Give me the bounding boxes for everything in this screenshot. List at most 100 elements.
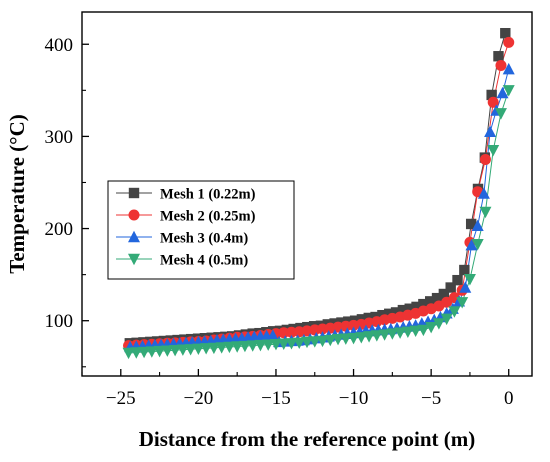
x-tick-label: −10	[339, 388, 369, 409]
data-point-mesh-4-0-5m	[293, 337, 306, 350]
y-axis: 100 200 300 400	[45, 35, 89, 368]
data-point-mesh-1-0-22m	[390, 307, 402, 318]
y-tick-label: 200	[45, 219, 74, 240]
legend-marker-mesh-1-0-22m	[128, 187, 140, 199]
legend-label-mesh-3-0-4m: Mesh 3 (0.4m)	[160, 231, 248, 247]
data-point-mesh-2-0-25m	[285, 326, 297, 338]
data-point-mesh-4-0-5m	[425, 321, 438, 334]
data-point-mesh-4-0-5m	[502, 85, 515, 97]
data-point-mesh-1-0-22m	[493, 51, 504, 62]
data-point-mesh-4-0-5m	[231, 341, 244, 353]
data-point-mesh-4-0-5m	[409, 325, 422, 338]
x-axis-title: Distance from the reference point (m)	[139, 427, 475, 451]
data-point-mesh-4-0-5m	[169, 344, 182, 357]
y-tick-label: 300	[45, 127, 74, 148]
data-point-mesh-4-0-5m	[324, 334, 337, 347]
data-point-mesh-4-0-5m	[192, 343, 205, 356]
data-point-mesh-1-0-22m	[445, 282, 456, 293]
legend-label-mesh-4-0-5m: Mesh 4 (0.5m)	[160, 253, 248, 269]
data-point-mesh-4-0-5m	[417, 324, 430, 337]
data-point-mesh-4-0-5m	[494, 108, 507, 120]
data-point-mesh-4-0-5m	[339, 333, 352, 345]
legend-label-mesh-2-0-25m: Mesh 2 (0.25m)	[160, 209, 256, 225]
data-point-mesh-4-0-5m	[254, 339, 267, 352]
data-point-mesh-4-0-5m	[440, 313, 453, 326]
x-tick-label: −25	[106, 388, 136, 409]
data-point-mesh-4-0-5m	[161, 345, 174, 357]
legend: Mesh 1 (0.22m) Mesh 2 (0.25m) Mesh 3 (0.4m…	[107, 180, 295, 280]
data-point-mesh-1-0-22m	[425, 296, 436, 307]
data-point-mesh-4-0-5m	[207, 342, 220, 355]
data-point-mesh-4-0-5m	[363, 331, 376, 343]
data-point-mesh-4-0-5m	[463, 274, 476, 286]
data-point-mesh-4-0-5m	[487, 145, 500, 157]
data-point-mesh-4-0-5m	[262, 339, 275, 351]
data-point-mesh-4-0-5m	[145, 346, 158, 358]
data-point-mesh-3-0-4m	[465, 238, 478, 251]
data-point-mesh-4-0-5m	[347, 333, 360, 345]
x-tick-label: −5	[421, 388, 441, 409]
y-tick-label: 400	[45, 35, 74, 56]
data-point-mesh-1-0-22m	[431, 292, 443, 304]
data-point-mesh-4-0-5m	[355, 332, 368, 344]
data-point-mesh-4-0-5m	[176, 344, 189, 356]
plot-frame	[81, 11, 533, 377]
data-point-mesh-1-0-22m	[438, 288, 450, 300]
x-tick-label: −15	[261, 388, 291, 409]
data-point-mesh-1-0-22m	[404, 303, 415, 314]
data-point-mesh-2-0-25m	[278, 327, 290, 339]
data-point-mesh-4-0-5m	[184, 344, 197, 356]
data-point-mesh-3-0-4m	[477, 187, 490, 199]
data-point-mesh-4-0-5m	[285, 338, 298, 350]
data-point-mesh-4-0-5m	[378, 329, 391, 341]
data-point-mesh-1-0-22m	[418, 298, 429, 310]
data-point-mesh-4-0-5m	[223, 341, 236, 354]
data-point-mesh-4-0-5m	[277, 338, 290, 350]
legend-marker-mesh-3-0-4m	[128, 230, 140, 243]
data-point-mesh-4-0-5m	[301, 336, 313, 349]
data-point-mesh-1-0-22m	[336, 317, 347, 328]
data-point-mesh-4-0-5m	[471, 239, 484, 251]
data-point-mesh-3-0-4m	[484, 125, 497, 137]
data-point-mesh-4-0-5m	[432, 318, 445, 330]
data-point-mesh-2-0-25m	[495, 59, 507, 71]
x-tick-label: 0	[504, 388, 514, 409]
data-point-mesh-4-0-5m	[332, 333, 345, 346]
legend-label-mesh-1-0-22m: Mesh 1 (0.22m)	[160, 187, 256, 203]
data-point-mesh-4-0-5m	[316, 335, 329, 348]
data-point-mesh-4-0-5m	[308, 336, 321, 348]
data-point-mesh-1-0-22m	[411, 301, 422, 313]
data-point-mesh-4-0-5m	[386, 328, 399, 340]
data-point-mesh-4-0-5m	[401, 326, 414, 338]
data-point-mesh-4-0-5m	[479, 206, 492, 219]
data-point-mesh-1-0-22m	[486, 89, 497, 101]
legend-marker-mesh-4-0-5m	[128, 253, 140, 266]
data-point-mesh-3-0-4m	[471, 219, 484, 231]
data-point-mesh-1-0-22m	[397, 304, 409, 316]
data-point-mesh-4-0-5m	[215, 342, 228, 354]
data-point-mesh-4-0-5m	[269, 339, 282, 351]
data-point-mesh-1-0-22m	[459, 264, 470, 276]
x-tick-label: −20	[184, 388, 214, 409]
data-point-mesh-2-0-25m	[479, 153, 491, 165]
data-point-mesh-3-0-4m	[266, 329, 279, 341]
data-point-mesh-4-0-5m	[238, 340, 251, 353]
data-point-mesh-4-0-5m	[122, 347, 135, 360]
legend-marker-mesh-2-0-25m	[128, 209, 140, 221]
data-point-mesh-4-0-5m	[448, 306, 461, 318]
data-point-mesh-4-0-5m	[200, 343, 213, 355]
data-point-mesh-4-0-5m	[138, 346, 151, 359]
data-point-mesh-2-0-25m	[503, 36, 515, 48]
y-tick-label: 100	[45, 311, 74, 332]
data-point-mesh-1-0-22m	[500, 27, 511, 39]
data-point-mesh-4-0-5m	[130, 347, 143, 359]
series-markers	[122, 27, 515, 360]
x-axis: −25 −20 −15 −10 −5 0	[81, 369, 514, 409]
data-point-mesh-3-0-4m	[502, 62, 515, 75]
data-point-mesh-4-0-5m	[246, 340, 259, 352]
data-point-mesh-4-0-5m	[153, 345, 166, 358]
data-point-mesh-2-0-25m	[487, 96, 499, 108]
y-axis-title: Temperature (°C)	[5, 114, 29, 273]
